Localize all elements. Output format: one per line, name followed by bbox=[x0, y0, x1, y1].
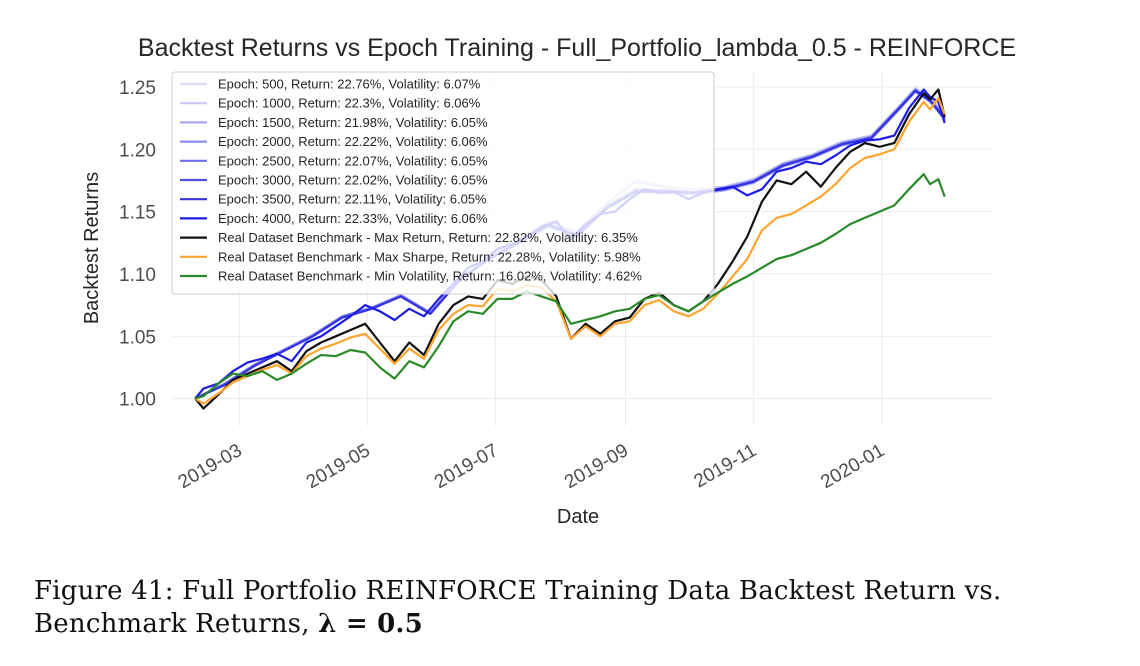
y-tick-label: 1.20 bbox=[119, 140, 156, 161]
series-line bbox=[194, 97, 946, 405]
x-tick-label: 2019-05 bbox=[303, 440, 374, 493]
legend-label: Epoch: 1000, Return: 22.3%, Volatility: … bbox=[218, 96, 481, 111]
chart-title: Backtest Returns vs Epoch Training - Ful… bbox=[138, 34, 1016, 62]
y-axis-label: Backtest Returns bbox=[81, 172, 103, 324]
legend-label: Epoch: 4000, Return: 22.33%, Volatility:… bbox=[218, 211, 488, 226]
x-tick-label: 2019-11 bbox=[690, 440, 760, 492]
y-tick-labels: 1.00 1.05 1.10 1.15 1.20 1.25 bbox=[119, 78, 156, 411]
y-tick-label: 1.10 bbox=[119, 265, 156, 286]
legend-label: Epoch: 500, Return: 22.76%, Volatility: … bbox=[218, 77, 481, 92]
legend-label: Real Dataset Benchmark - Max Sharpe, Ret… bbox=[218, 249, 641, 264]
figure-caption: Figure 41: Full Portfolio REINFORCE Trai… bbox=[34, 575, 1109, 641]
legend-box bbox=[171, 71, 715, 295]
y-tick-label: 1.15 bbox=[119, 203, 156, 224]
legend-label: Epoch: 2500, Return: 22.07%, Volatility:… bbox=[218, 153, 488, 168]
x-tick-labels: 2019-03 2019-05 2019-07 2019-09 2019-11 2020-… bbox=[175, 440, 888, 493]
legend-label: Epoch: 3000, Return: 22.02%, Volatility:… bbox=[218, 173, 488, 188]
legend-label: Epoch: 1500, Return: 21.98%, Volatility:… bbox=[218, 115, 488, 130]
x-tick-label: 2019-07 bbox=[431, 440, 502, 493]
legend-label: Real Dataset Benchmark - Min Volatility,… bbox=[218, 269, 642, 284]
y-tick-label: 1.00 bbox=[119, 390, 156, 411]
chart: Backtest Returns vs Epoch Training - Ful… bbox=[81, 34, 1016, 528]
legend-label: Real Dataset Benchmark - Max Return, Ret… bbox=[218, 230, 638, 245]
y-tick-label: 1.05 bbox=[119, 327, 156, 348]
caption-math: λ = 0.5 bbox=[318, 609, 423, 639]
y-tick-label: 1.25 bbox=[119, 78, 156, 99]
x-tick-label: 2019-03 bbox=[175, 440, 246, 493]
x-tick-label: 2020-01 bbox=[817, 440, 888, 493]
legend-label: Epoch: 2000, Return: 22.22%, Volatility:… bbox=[218, 134, 488, 149]
series-line bbox=[194, 173, 946, 400]
x-axis-label: Date bbox=[557, 506, 599, 528]
x-tick-label: 2019-09 bbox=[561, 440, 632, 493]
caption-text: Figure 41: Full Portfolio REINFORCE Trai… bbox=[34, 576, 1002, 639]
legend-label: Epoch: 3500, Return: 22.11%, Volatility:… bbox=[218, 192, 487, 207]
legend: Epoch: 500, Return: 22.76%, Volatility: … bbox=[171, 71, 715, 295]
